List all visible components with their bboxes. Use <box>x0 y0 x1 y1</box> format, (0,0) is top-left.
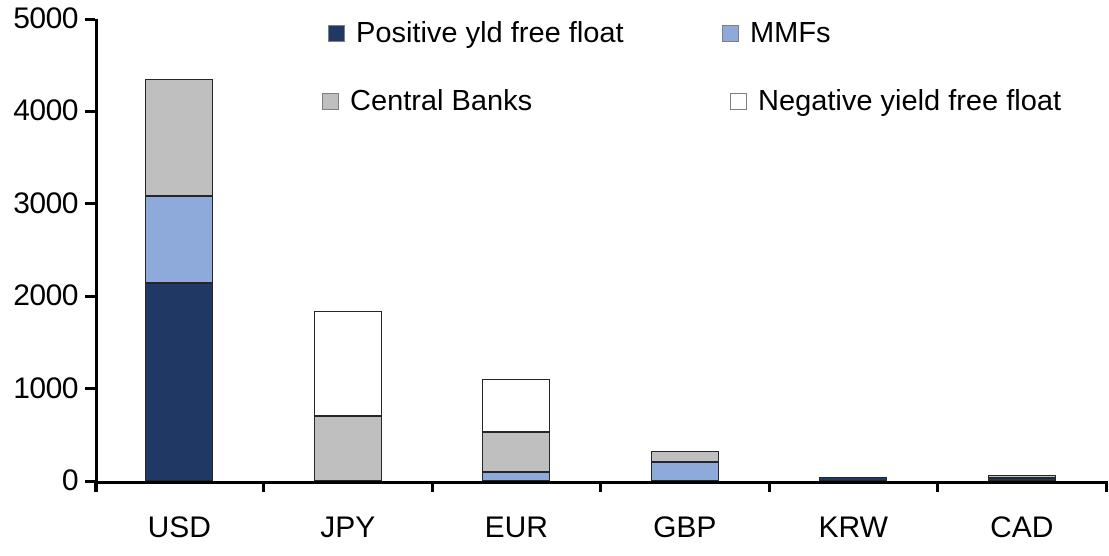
bar-jpy <box>313 310 382 481</box>
y-axis-tick-label: 3000 <box>13 186 78 220</box>
x-axis-category-label: KRW <box>818 511 888 544</box>
y-axis-tick-label: 4000 <box>13 94 78 128</box>
legend-swatch-mmfs <box>722 24 739 42</box>
bar-segment-central-banks <box>145 79 214 197</box>
bar-segment-mmfs <box>650 461 719 481</box>
y-axis-tick-label: 2000 <box>13 279 78 313</box>
bar-eur <box>482 379 551 481</box>
bar-krw <box>819 477 888 481</box>
x-axis-category-label: EUR <box>484 511 548 544</box>
bar-usd <box>145 79 214 481</box>
bar-segment-mmfs <box>482 471 551 481</box>
y-axis-tick <box>85 17 95 21</box>
bar-segment-positive-yld-free-float <box>987 478 1056 481</box>
x-axis-tick <box>599 481 602 492</box>
x-axis-tick <box>1104 481 1108 492</box>
bar-segment-central-banks <box>987 474 1056 479</box>
legend-item-negative-yield-free-float: Negative yield free float <box>730 84 1061 118</box>
x-axis-tick <box>936 481 939 492</box>
bar-segment-mmfs <box>145 196 214 284</box>
bar-segment-central-banks <box>482 432 551 472</box>
x-axis-category-label: JPY <box>320 511 376 544</box>
y-axis-line <box>95 19 98 492</box>
bar-segment-positive-yld-free-float <box>819 477 888 481</box>
x-axis-category-label: USD <box>147 511 211 544</box>
y-axis-tick <box>85 294 95 298</box>
y-axis-tick <box>85 202 95 206</box>
legend-swatch-central-banks <box>322 92 339 110</box>
legend-swatch-positive-yld-free-float <box>328 24 345 42</box>
y-axis-tick-label: 5000 <box>13 2 78 35</box>
legend-item-central-banks: Central Banks <box>322 84 532 118</box>
y-axis-tick <box>85 479 95 483</box>
legend-item-mmfs: MMFs <box>722 16 831 50</box>
x-axis-tick <box>262 481 265 492</box>
legend-label-negative-yield-free-float: Negative yield free float <box>758 84 1062 117</box>
x-axis-category-label: GBP <box>653 511 717 544</box>
bar-segment-positive-yld-free-float <box>145 283 214 481</box>
x-axis-tick <box>430 481 434 492</box>
legend-label-positive-yld-free-float: Positive yld free float <box>356 16 624 49</box>
y-axis-tick <box>85 109 95 113</box>
y-axis-tick-label: 1000 <box>13 371 78 405</box>
legend-label-central-banks: Central Banks <box>350 84 533 117</box>
bar-segment-negative-yield-free-float <box>482 379 551 433</box>
x-axis-tick <box>767 481 771 492</box>
bar-segment-negative-yield-free-float <box>313 310 382 417</box>
bar-cad <box>987 474 1056 481</box>
legend-swatch-negative-yield-free-float <box>730 92 747 110</box>
x-axis-category-label: CAD <box>990 511 1054 544</box>
bar-segment-central-banks <box>650 450 719 462</box>
bar-segment-central-banks <box>313 416 382 481</box>
legend-label-mmfs: MMFs <box>750 16 831 49</box>
y-axis-tick <box>85 387 95 391</box>
y-axis-tick-label: 0 <box>61 464 79 497</box>
legend-item-positive-yld-free-float: Positive yld free float <box>328 16 624 50</box>
x-axis-tick <box>93 481 97 492</box>
bar-gbp <box>650 450 719 481</box>
